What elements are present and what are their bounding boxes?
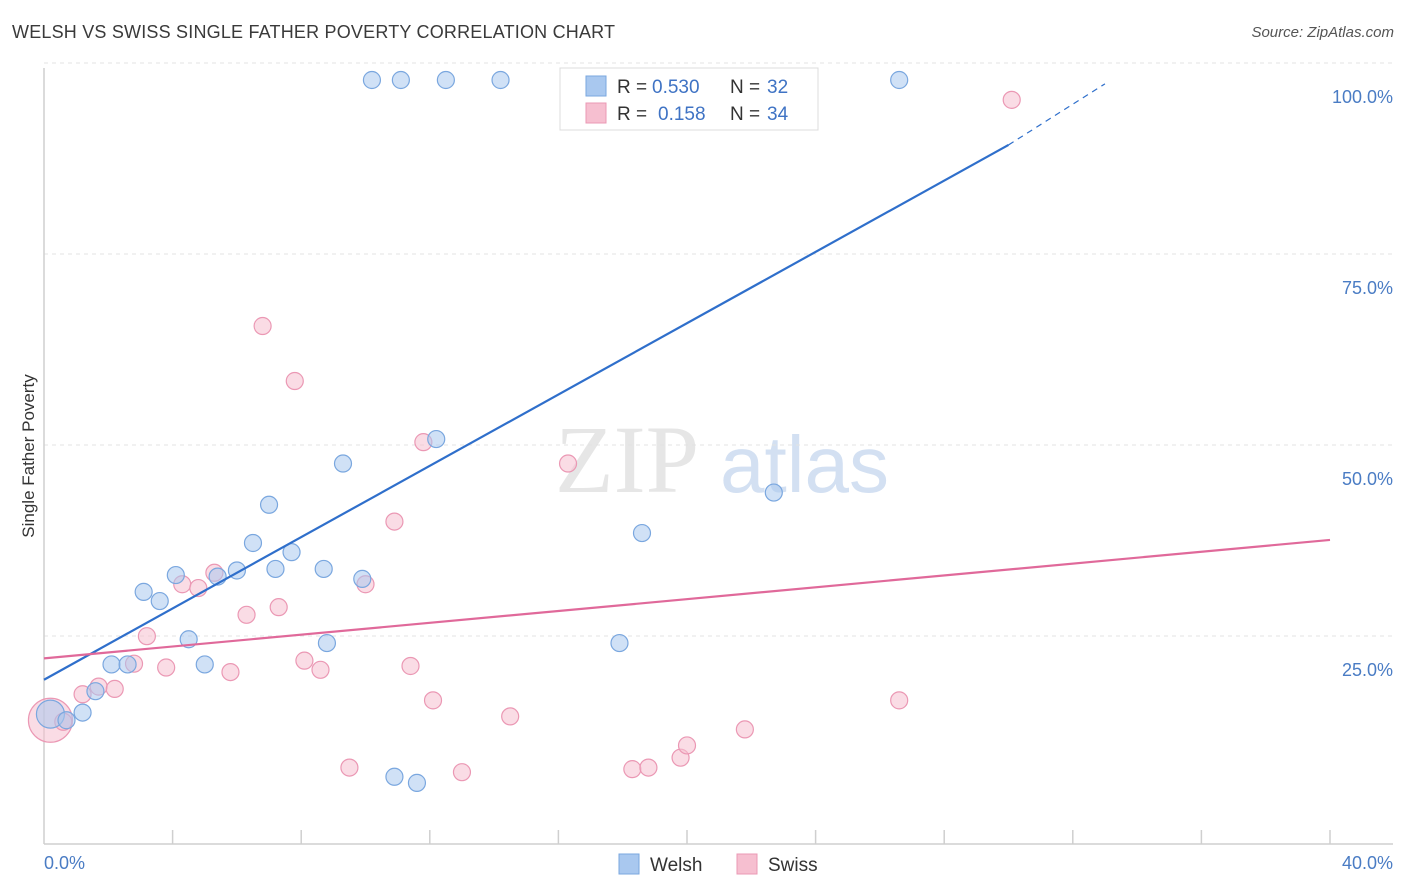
welsh-points [35, 70, 909, 792]
swiss-point-31 [735, 720, 754, 739]
swiss-r-value: 0.158 [658, 104, 706, 125]
welsh-point-13 [243, 533, 263, 553]
swiss-point-13 [253, 316, 272, 336]
welsh-point-23 [385, 767, 404, 786]
swiss-point-23 [423, 691, 443, 710]
gridlines [44, 62, 1393, 637]
swiss-swatch [585, 102, 607, 124]
welsh-n-value: 32 [767, 77, 788, 98]
welsh-point-19 [333, 454, 353, 473]
welsh-point-20 [353, 569, 372, 588]
welsh-point-6 [134, 582, 153, 601]
welsh-point-21 [362, 70, 382, 90]
x-tick-label-0: 0.0% [44, 853, 85, 873]
swiss-point-16 [295, 651, 314, 670]
swiss-point-7 [157, 658, 176, 677]
chart-title: WELSH VS SWISS SINGLE FATHER POVERTY COR… [12, 22, 616, 42]
swiss-point-21 [401, 656, 420, 676]
legend-welsh-swatch [618, 853, 640, 875]
welsh-point-15 [266, 559, 285, 579]
welsh-point-10 [195, 655, 214, 674]
welsh-trend-line [43, 143, 1010, 681]
swiss-n-value: 34 [767, 104, 789, 125]
legend-welsh-label: Welsh [650, 855, 702, 876]
swiss-point-6 [137, 627, 156, 646]
welsh-point-29 [632, 523, 652, 543]
swiss-point-17 [311, 660, 330, 679]
swiss-trend-line [43, 538, 1331, 660]
swiss-point-4 [105, 679, 124, 699]
welsh-point-24 [407, 773, 427, 792]
welsh-point-28 [610, 633, 629, 653]
swiss-point-18 [340, 758, 359, 777]
swiss-point-27 [623, 760, 642, 779]
legend-swiss-swatch [736, 853, 758, 875]
welsh-r-label: R = [617, 77, 647, 98]
welsh-point-4 [102, 655, 121, 674]
series-legend: Welsh Swiss [618, 853, 818, 876]
welsh-n-label: N = [730, 77, 760, 98]
swiss-n-label: N = [730, 104, 760, 125]
welsh-r-value: 0.530 [652, 77, 700, 98]
welsh-point-3 [86, 682, 105, 701]
watermark-atlas: atlas [720, 420, 889, 509]
y-tick-labels: 25.0% 50.0% 75.0% 100.0% [1332, 87, 1393, 680]
swiss-point-14 [269, 598, 288, 617]
welsh-point-27 [491, 70, 510, 90]
x-axis-ticks [171, 830, 1331, 844]
swiss-point-26 [558, 454, 578, 473]
swiss-point-33 [1002, 90, 1021, 109]
swiss-point-30 [677, 736, 697, 755]
swiss-point-28 [639, 758, 658, 777]
x-tick-label-40: 40.0% [1342, 853, 1393, 873]
welsh-point-26 [436, 70, 455, 90]
y-tick-label-50: 50.0% [1342, 469, 1393, 489]
welsh-point-22 [391, 70, 410, 90]
welsh-point-5 [118, 655, 137, 674]
y-tick-label-100: 100.0% [1332, 87, 1393, 107]
swiss-point-11 [221, 662, 240, 682]
y-tick-label-75: 75.0% [1342, 278, 1393, 298]
welsh-point-1 [57, 711, 76, 730]
welsh-point-2 [73, 703, 92, 722]
welsh-point-17 [314, 559, 333, 579]
welsh-trend-extension [1008, 83, 1106, 146]
swiss-point-32 [890, 691, 909, 710]
swiss-r-label: R = [617, 104, 647, 125]
welsh-point-14 [259, 495, 279, 514]
legend-swiss-label: Swiss [768, 855, 818, 876]
source-credit: Source: ZipAtlas.com [1251, 24, 1394, 41]
swiss-point-20 [385, 512, 404, 531]
welsh-point-8 [166, 565, 185, 585]
welsh-point-25 [427, 429, 446, 449]
welsh-point-30 [764, 483, 783, 502]
y-axis-title: Single Father Poverty [19, 374, 38, 538]
swiss-point-12 [237, 605, 256, 624]
watermark-zip: ZIP [555, 406, 699, 513]
welsh-swatch [585, 75, 607, 97]
y-tick-label-25: 25.0% [1342, 660, 1393, 680]
swiss-point-25 [501, 707, 520, 726]
swiss-point-24 [452, 763, 472, 782]
welsh-point-9 [179, 630, 198, 649]
welsh-point-31 [890, 70, 909, 90]
swiss-point-15 [285, 371, 304, 391]
welsh-point-18 [317, 633, 337, 653]
trend-lines [43, 83, 1331, 681]
stats-legend: R = 0.530 N = 32 R = 0.158 N = 34 [559, 67, 819, 131]
welsh-point-7 [150, 591, 169, 611]
